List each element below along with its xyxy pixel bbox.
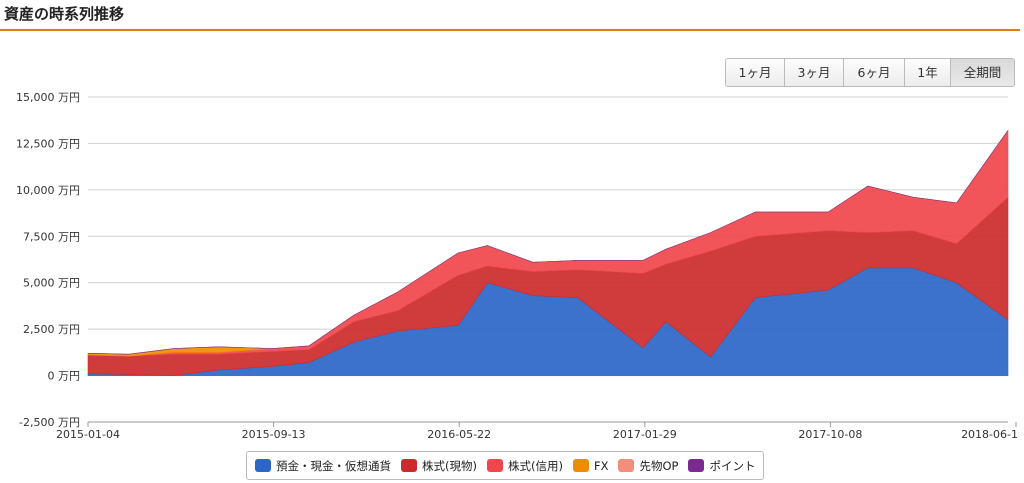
- legend-item-fx[interactable]: FX: [572, 458, 609, 473]
- legend-swatch: [486, 459, 503, 472]
- y-tick-label: 2,500 万円: [23, 323, 80, 336]
- legend-label: 株式(現物): [422, 458, 477, 473]
- x-tick-label: 2017-10-08: [798, 428, 862, 441]
- legend-item-stocks-margin[interactable]: 株式(信用): [486, 458, 563, 474]
- legend-label: 預金・現金・仮想通貨: [276, 458, 391, 473]
- y-tick-label: 12,500 万円: [16, 137, 80, 150]
- asset-area-chart: 15,000 万円 12,500 万円 10,000 万円 7,500 万円 5,000…: [16, 91, 1018, 441]
- axes: 15,000 万円 12,500 万円 10,000 万円 7,500 万円 5,000…: [16, 91, 1018, 441]
- legend-swatch: [618, 459, 635, 472]
- range-selector: 1ヶ月 3ヶ月 6ヶ月 1年 全期間: [725, 58, 1015, 87]
- legend-swatch: [688, 459, 705, 472]
- page-title: 資産の時系列推移: [4, 5, 125, 23]
- legend-swatch: [572, 459, 589, 472]
- x-tick-label: 2018-06-1: [961, 428, 1018, 441]
- legend-label: ポイント: [709, 458, 756, 473]
- x-tick-label: 2015-01-04: [56, 428, 120, 441]
- legend-label: 株式(信用): [507, 458, 563, 473]
- legend-label: FX: [593, 458, 609, 473]
- y-tick-label: 7,500 万円: [23, 230, 80, 243]
- chart-legend: 預金・現金・仮想通貨 株式(現物) 株式(信用) FX 先物OP ポイント: [246, 451, 765, 480]
- x-tick-label: 2016-05-22: [427, 428, 491, 441]
- y-tick-label: -2,500 万円: [19, 416, 80, 429]
- x-tick-label: 2015-09-13: [242, 428, 306, 441]
- series-areas: [87, 129, 1009, 376]
- legend-item-futures-options[interactable]: 先物OP: [618, 458, 678, 474]
- y-tick-label: 5,000 万円: [23, 277, 80, 290]
- legend-swatch: [401, 459, 417, 472]
- y-tick-label: 0 万円: [48, 370, 81, 383]
- legend-label: 先物OP: [639, 458, 679, 473]
- range-button-1y[interactable]: 1年: [905, 59, 951, 86]
- legend-item-stocks-spot[interactable]: 株式(現物): [401, 458, 477, 474]
- y-tick-label: 10,000 万円: [16, 184, 80, 197]
- range-button-1m[interactable]: 1ヶ月: [726, 59, 785, 86]
- y-tick-label: 15,000 万円: [16, 91, 80, 104]
- legend-item-points[interactable]: ポイント: [688, 458, 755, 474]
- x-tick-label: 2017-01-29: [613, 428, 677, 441]
- series-area: [87, 130, 1009, 355]
- range-button-all[interactable]: 全期間: [951, 59, 1014, 86]
- legend-swatch: [255, 459, 271, 472]
- legend-item-deposits[interactable]: 預金・現金・仮想通貨: [255, 458, 391, 474]
- title-underline: [0, 29, 1020, 31]
- range-button-6m[interactable]: 6ヶ月: [844, 59, 905, 86]
- range-button-3m[interactable]: 3ヶ月: [785, 59, 844, 86]
